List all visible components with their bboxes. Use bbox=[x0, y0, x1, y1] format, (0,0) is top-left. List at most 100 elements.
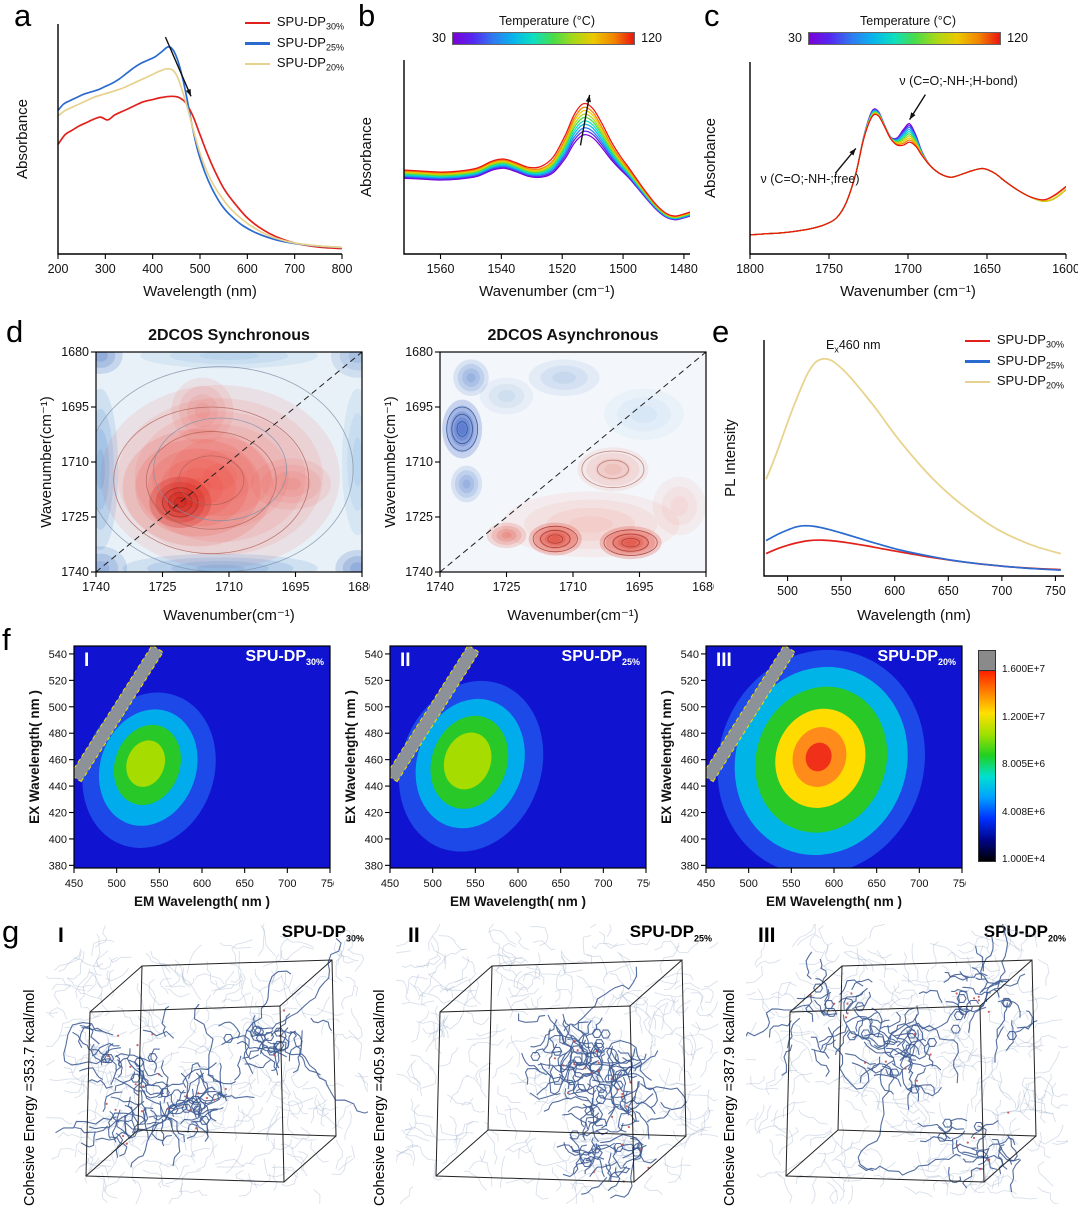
svg-text:520: 520 bbox=[49, 675, 67, 687]
svg-text:600: 600 bbox=[884, 584, 905, 598]
chart-f1-svg: 450 500 550 600 650 700 750 380 400 420 440 460 480 5… bbox=[27, 645, 339, 909]
svg-text:EX Wavelength( nm ): EX Wavelength( nm ) bbox=[659, 690, 674, 824]
eem-sample-3: SPU-DP20% bbox=[878, 648, 956, 667]
legend-swatch bbox=[244, 42, 270, 45]
temperature-min: 30 bbox=[432, 31, 446, 45]
temperature-title: Temperature (°C) bbox=[860, 14, 956, 28]
svg-text:EM Wavelength( nm ): EM Wavelength( nm ) bbox=[450, 894, 586, 909]
chart-d1-svg: 1740 1725 1710 1695 1680 1680 1695 1710 1725 1740… bbox=[38, 327, 376, 624]
svg-text:1725: 1725 bbox=[149, 580, 177, 594]
svg-text:650: 650 bbox=[551, 878, 569, 890]
panel-f-eem-1: 450 500 550 600 650 700 750 380 400 420 440 460 480 5… bbox=[26, 634, 339, 914]
svg-text:700: 700 bbox=[278, 878, 296, 890]
temperature-colorbar: Temperature (°C) 30 120 bbox=[788, 14, 1028, 45]
svg-text:450: 450 bbox=[697, 878, 715, 890]
svg-text:600: 600 bbox=[509, 878, 527, 890]
svg-text:500: 500 bbox=[365, 702, 383, 714]
temperature-gradient bbox=[807, 31, 1002, 45]
sample-main: SPU-DP bbox=[281, 922, 346, 941]
svg-text:480: 480 bbox=[49, 728, 67, 740]
panel-g-md-2: Cohesive Energy =405.9 kcal/mol II SPU-D… bbox=[372, 922, 720, 1206]
svg-text:1500: 1500 bbox=[609, 262, 637, 276]
panel-label-f: f bbox=[2, 622, 11, 657]
sample-main: SPU-DP bbox=[245, 648, 306, 665]
panel-f-eem-2: 450 500 550 600 650 700 750 380 400 420 440 460 480 5… bbox=[342, 634, 655, 914]
svg-text:Wavenumber(cm⁻¹): Wavenumber(cm⁻¹) bbox=[382, 396, 399, 528]
chart-a-svg: 200 300 400 500 600 700 800 Wavelength (nm) Abso… bbox=[14, 24, 352, 300]
sample-subscript: 30% bbox=[305, 657, 324, 668]
svg-text:500: 500 bbox=[681, 702, 699, 714]
svg-text:400: 400 bbox=[681, 834, 699, 846]
svg-text:500: 500 bbox=[49, 702, 67, 714]
legend-label: SPU-DP25% bbox=[996, 352, 1064, 371]
svg-text:1740: 1740 bbox=[82, 580, 110, 594]
colorbar-tick-label: 8.005E+6 bbox=[1002, 759, 1046, 770]
legend-label: SPU-DP30% bbox=[276, 14, 344, 32]
panel-a-uvvis-chart: 200 300 400 500 600 700 800 Wavelength (nm) Abso… bbox=[14, 4, 352, 304]
svg-text:500: 500 bbox=[777, 584, 798, 598]
svg-text:2DCOS Synchronous: 2DCOS Synchronous bbox=[148, 327, 310, 344]
legend: SPU-DP30% SPU-DP25% SPU-DP20% bbox=[964, 332, 1064, 391]
chart-f2-svg: 450 500 550 600 650 700 750 380 400 420 440 460 480 5… bbox=[343, 645, 655, 909]
svg-text:Absorbance: Absorbance bbox=[358, 117, 375, 197]
eem-sample-1: SPU-DP30% bbox=[246, 648, 324, 667]
svg-text:380: 380 bbox=[365, 860, 383, 872]
svg-text:480: 480 bbox=[681, 728, 699, 740]
svg-text:650: 650 bbox=[867, 878, 885, 890]
svg-text:1700: 1700 bbox=[894, 262, 922, 276]
chart-d2-svg: 1740 1725 1710 1695 1680 1680 1695 1710 1725 1740… bbox=[382, 327, 720, 624]
svg-text:Absorbance: Absorbance bbox=[14, 99, 31, 179]
excitation-label-sub: x bbox=[834, 344, 839, 355]
panel-b-ftir-chart: 1560 1540 1520 1500 1480 Wavenumber (cm⁻¹) Abs… bbox=[358, 4, 700, 304]
svg-text:550: 550 bbox=[831, 584, 852, 598]
temperature-title: Temperature (°C) bbox=[499, 14, 595, 28]
svg-text:550: 550 bbox=[150, 878, 168, 890]
svg-text:1680: 1680 bbox=[348, 580, 370, 594]
svg-text:Wavenumber (cm⁻¹): Wavenumber (cm⁻¹) bbox=[840, 283, 976, 300]
excitation-label: Ex460 nm bbox=[826, 338, 881, 355]
svg-text:Wavelength (nm): Wavelength (nm) bbox=[143, 283, 257, 300]
legend-item: SPU-DP20% bbox=[964, 373, 1064, 391]
legend-swatch bbox=[244, 62, 270, 66]
svg-text:460: 460 bbox=[365, 755, 383, 767]
panel-label-e: e bbox=[712, 314, 730, 349]
eem-colorbar: 1.600E+7 1.200E+7 8.005E+6 4.008E+6 1.000E+4 bbox=[972, 646, 1076, 886]
svg-text:1740: 1740 bbox=[426, 580, 454, 594]
panel-label-d: d bbox=[6, 314, 24, 349]
svg-text:EX Wavelength( nm ): EX Wavelength( nm ) bbox=[343, 690, 358, 824]
temperature-min: 30 bbox=[788, 31, 802, 45]
svg-text:1710: 1710 bbox=[215, 580, 243, 594]
panel-c-ftir-chart: 1800 1750 1700 1650 1600 Wavenumber (cm⁻¹) Abs… bbox=[702, 4, 1080, 304]
svg-text:ν (C=O;-NH-;H-bond): ν (C=O;-NH-;H-bond) bbox=[899, 74, 1017, 88]
legend-swatch bbox=[964, 339, 990, 343]
colorbar-gradient bbox=[979, 671, 995, 861]
svg-text:700: 700 bbox=[991, 584, 1012, 598]
svg-text:450: 450 bbox=[65, 878, 83, 890]
svg-text:520: 520 bbox=[681, 675, 699, 687]
md-sample-3: SPU-DP20% bbox=[984, 922, 1066, 943]
svg-text:1650: 1650 bbox=[973, 262, 1001, 276]
panel-d-2dcos-synchronous: 1740 1725 1710 1695 1680 1680 1695 1710 1725 1740… bbox=[38, 322, 376, 628]
sample-main: SPU-DP bbox=[877, 648, 938, 665]
md-1-svg bbox=[46, 924, 368, 1204]
legend-label: SPU-DP20% bbox=[276, 55, 344, 73]
temperature-colorbar: Temperature (°C) 30 120 bbox=[432, 14, 662, 45]
md-3-svg bbox=[746, 924, 1068, 1204]
sample-subscript: 20% bbox=[937, 657, 956, 668]
svg-text:1520: 1520 bbox=[548, 262, 576, 276]
panel-label-a: a bbox=[14, 0, 32, 33]
chart-c-svg: 1800 1750 1700 1650 1600 Wavenumber (cm⁻¹) Abs… bbox=[702, 62, 1080, 300]
md-roman-3: III bbox=[758, 924, 776, 947]
svg-text:420: 420 bbox=[365, 808, 383, 820]
legend-item: SPU-DP20% bbox=[244, 55, 344, 73]
panel-g-md-3: Cohesive Energy =387.9 kcal/mol III SPU-… bbox=[722, 922, 1074, 1206]
temperature-gradient bbox=[451, 31, 636, 45]
svg-text:380: 380 bbox=[681, 860, 699, 872]
sample-main: SPU-DP bbox=[561, 648, 622, 665]
eem-sample-2: SPU-DP25% bbox=[562, 648, 640, 667]
svg-text:440: 440 bbox=[365, 781, 383, 793]
svg-text:1680: 1680 bbox=[405, 345, 433, 359]
svg-text:1800: 1800 bbox=[736, 262, 764, 276]
svg-text:1695: 1695 bbox=[626, 580, 654, 594]
